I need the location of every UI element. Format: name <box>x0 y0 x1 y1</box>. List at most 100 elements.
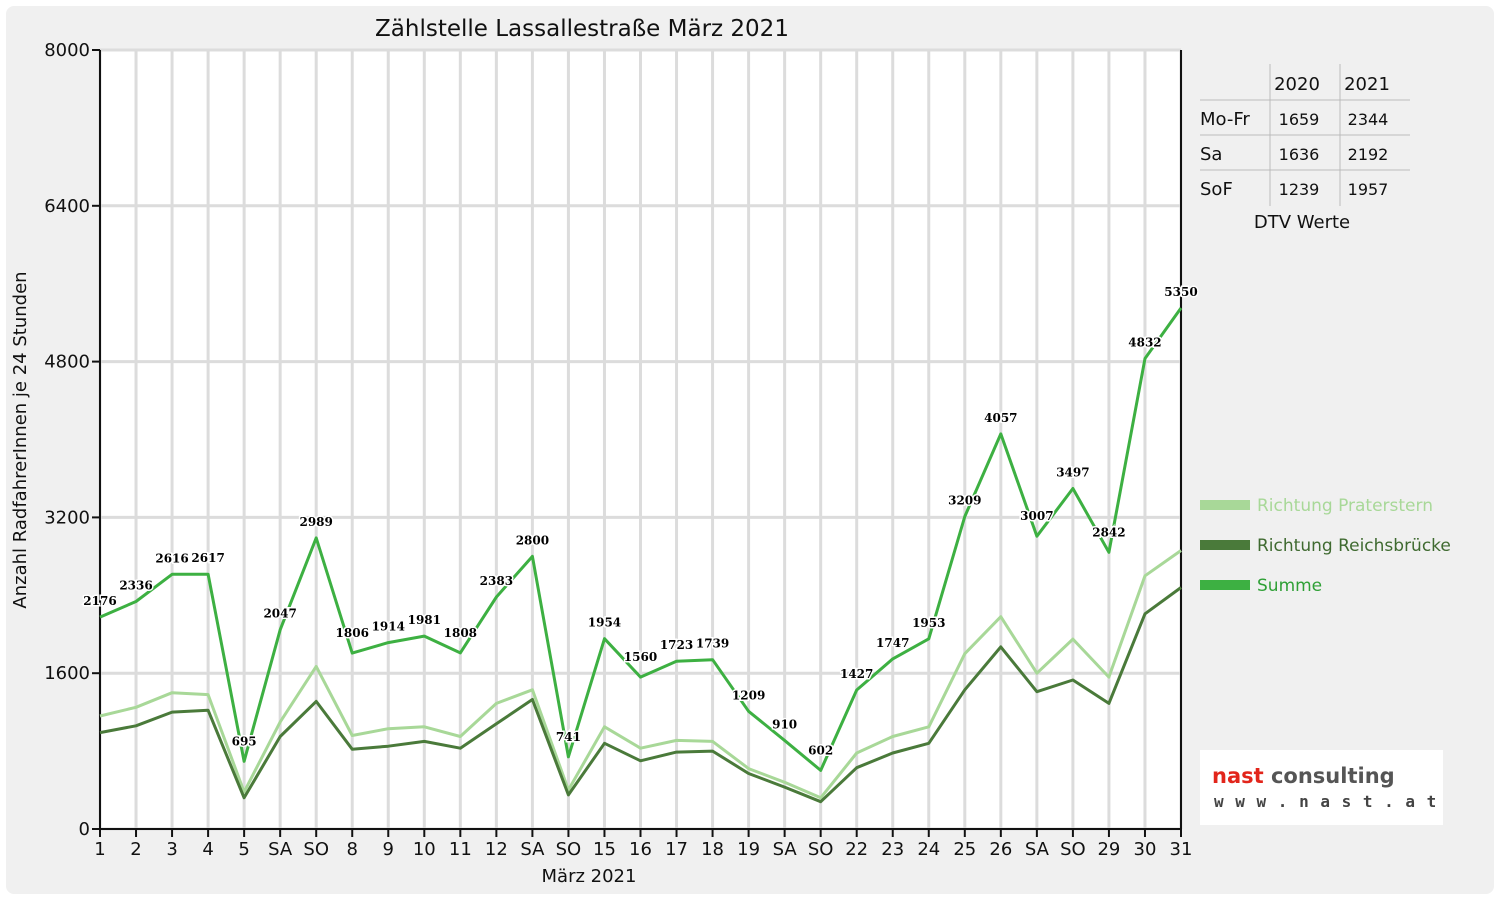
x-tick-label: 16 <box>629 839 652 860</box>
x-tick-label: 19 <box>737 839 760 860</box>
x-tick-label: 11 <box>449 839 472 860</box>
data-label: 4057 <box>984 411 1017 425</box>
data-label: 2336 <box>119 579 152 593</box>
logo-url: w w w . n a s t . a t <box>1214 792 1438 811</box>
data-label: 1747 <box>876 636 909 650</box>
legend-swatch <box>1200 500 1250 510</box>
y-tick-label: 6400 <box>44 196 90 217</box>
y-tick-label: 0 <box>79 819 90 840</box>
dtv-caption: DTV Werte <box>1254 212 1350 233</box>
dtv-value-2021: 2344 <box>1348 110 1389 129</box>
data-label: 5350 <box>1164 285 1197 299</box>
data-label: 695 <box>232 734 257 748</box>
data-label: 1954 <box>588 616 621 630</box>
y-tick-label: 3200 <box>44 507 90 528</box>
data-label: 1427 <box>840 667 873 681</box>
legend-label: Richtung Praterstern <box>1257 496 1433 516</box>
data-label: 2383 <box>480 574 513 588</box>
x-tick-label: 10 <box>413 839 436 860</box>
x-tick-label: SA <box>268 839 293 860</box>
x-tick-label: 12 <box>485 839 508 860</box>
x-tick-label: 17 <box>665 839 688 860</box>
x-tick-label: 4 <box>202 839 213 860</box>
x-tick-label: 23 <box>881 839 904 860</box>
dtv-header-2021: 2021 <box>1344 74 1390 95</box>
x-tick-label: 26 <box>989 839 1012 860</box>
data-label: 1560 <box>624 650 657 664</box>
x-tick-label: SA <box>1025 839 1050 860</box>
x-tick-label: SA <box>520 839 545 860</box>
data-label: 2842 <box>1092 525 1125 539</box>
x-tick-label: SO <box>808 839 834 860</box>
data-label: 1808 <box>444 626 477 640</box>
series-line <box>99 549 1182 800</box>
x-tick-label: 24 <box>917 839 940 860</box>
data-label: 2800 <box>516 533 549 547</box>
x-tick-label: 29 <box>1097 839 1120 860</box>
data-label: 2617 <box>191 551 224 565</box>
x-tick-label: 5 <box>238 839 249 860</box>
x-tick-label: SO <box>1060 839 1086 860</box>
x-tick-label: SO <box>303 839 329 860</box>
dtv-row-label: Sa <box>1200 144 1222 165</box>
y-tick-label: 8000 <box>44 40 90 61</box>
data-label: 1739 <box>696 637 729 651</box>
data-label: 1914 <box>372 620 405 634</box>
x-tick-label: 15 <box>593 839 616 860</box>
dtv-row-label: Mo-Fr <box>1200 109 1250 130</box>
x-tick-label: 18 <box>701 839 724 860</box>
dtv-row-label: SoF <box>1200 179 1233 200</box>
data-label: 910 <box>772 717 797 731</box>
data-label: 4832 <box>1128 335 1161 349</box>
dtv-value-2021: 1957 <box>1348 180 1389 199</box>
x-tick-label: 3 <box>166 839 177 860</box>
x-tick-label: SA <box>773 839 798 860</box>
x-tick-label: 1 <box>94 839 105 860</box>
data-label: 3497 <box>1056 465 1089 479</box>
data-label: 1953 <box>912 616 945 630</box>
legend-swatch <box>1200 580 1250 590</box>
dtv-header-2020: 2020 <box>1274 74 1320 95</box>
series-line <box>99 307 1183 772</box>
legend: Richtung Praterstern Richtung Reichsbrück… <box>1200 496 1451 596</box>
x-tick-label: 8 <box>347 839 358 860</box>
data-label: 2176 <box>83 594 116 608</box>
data-label: 602 <box>808 743 833 757</box>
series-line <box>99 586 1182 804</box>
legend-swatch <box>1200 540 1250 550</box>
data-label: 1981 <box>408 613 441 627</box>
legend-label: Summe <box>1257 576 1322 596</box>
x-tick-label: 22 <box>845 839 868 860</box>
data-label: 3007 <box>1020 509 1053 523</box>
x-tick-label: SO <box>556 839 582 860</box>
y-tick-label: 4800 <box>44 352 90 373</box>
x-tick-label: 2 <box>130 839 141 860</box>
data-label: 1723 <box>660 638 693 652</box>
dtv-value-2020: 1659 <box>1279 110 1320 129</box>
dtv-value-2020: 1239 <box>1279 180 1320 199</box>
y-tick-label: 1600 <box>44 663 90 684</box>
x-axis-label: März 2021 <box>542 866 637 887</box>
legend-label: Richtung Reichsbrücke <box>1257 536 1451 556</box>
data-label: 2047 <box>263 607 296 621</box>
data-label: 3209 <box>948 494 981 508</box>
logo-wordmark: nast consulting <box>1212 764 1395 788</box>
nast-consulting-logo: nast consulting w w w . n a s t . a t <box>1200 750 1443 825</box>
y-axis-label: Anzahl RadfahrerInnen je 24 Stunden <box>10 271 31 608</box>
data-label: 2989 <box>299 515 332 529</box>
logo-word-consulting: consulting <box>1263 764 1395 788</box>
x-tick-label: 9 <box>383 839 394 860</box>
dtv-value-2021: 2192 <box>1348 145 1389 164</box>
data-label: 1806 <box>336 626 369 640</box>
x-tick-label: 25 <box>953 839 976 860</box>
x-tick-label: 30 <box>1134 839 1157 860</box>
data-label: 2616 <box>155 551 188 565</box>
data-label: 741 <box>556 730 581 744</box>
data-label: 1209 <box>732 688 765 702</box>
logo-word-nast: nast <box>1212 764 1264 788</box>
chart-title: Zählstelle Lassallestraße März 2021 <box>375 16 789 42</box>
dtv-table: 2020 2021 Mo-Fr 1659 2344 Sa 1636 2192 SoF 1239 19… <box>1200 64 1410 233</box>
dtv-value-2020: 1636 <box>1279 145 1320 164</box>
x-tick-label: 31 <box>1170 839 1193 860</box>
